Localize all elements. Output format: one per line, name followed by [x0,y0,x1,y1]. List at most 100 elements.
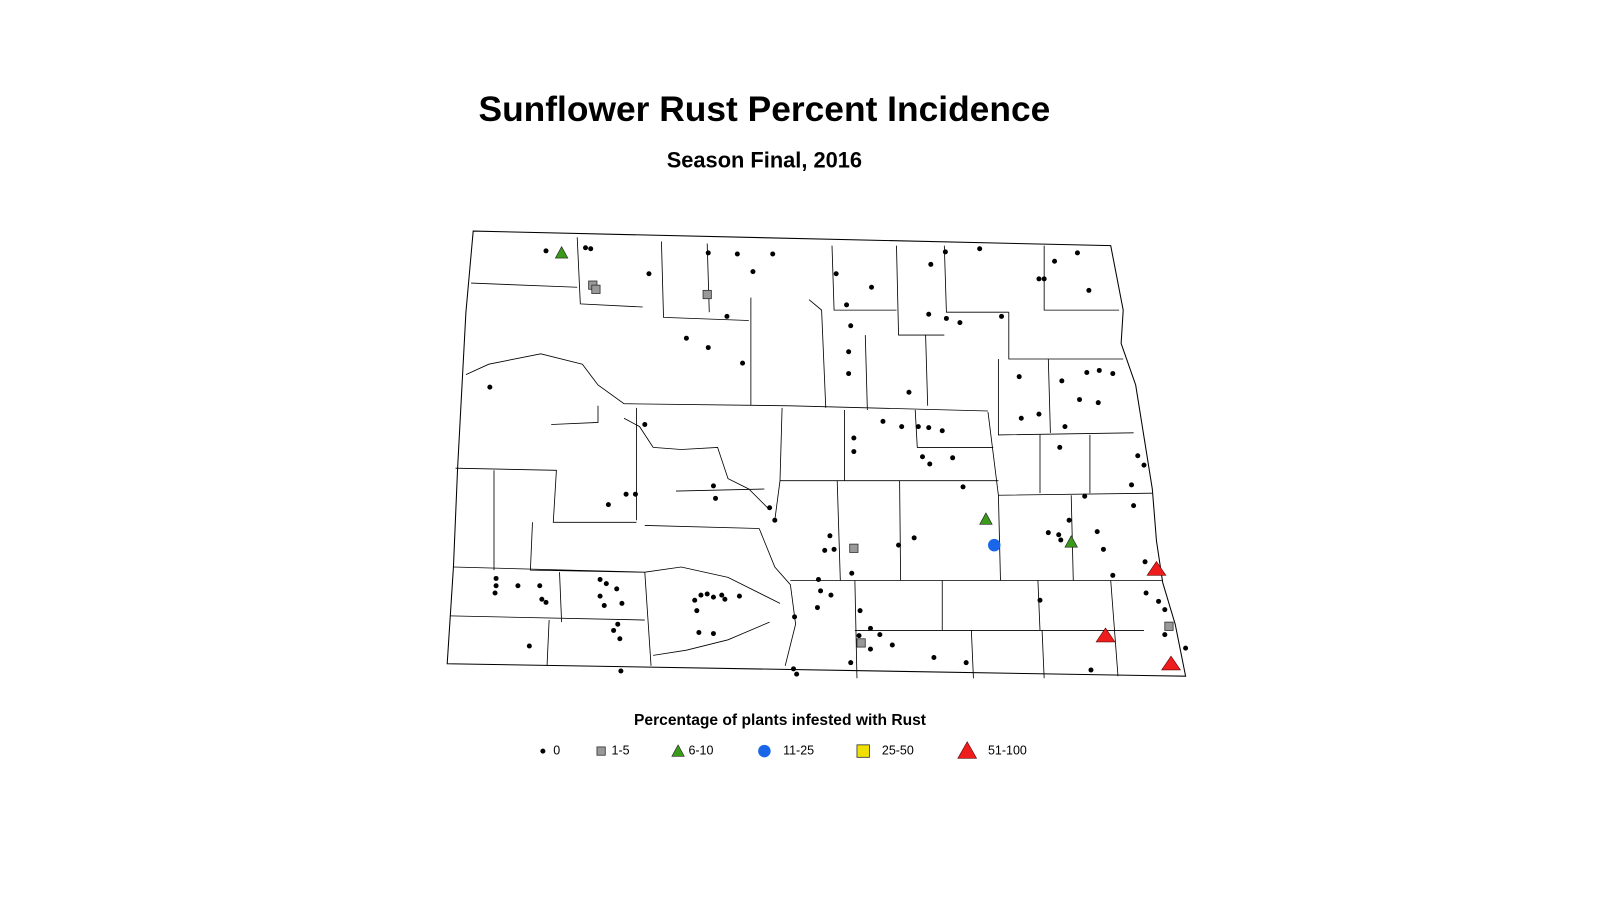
dot-symbol [822,547,828,553]
dot-symbol [851,449,857,455]
dot-symbol [614,586,620,592]
dot-symbol [698,592,704,598]
dot-symbol [919,454,925,460]
legend-item: 6-10 [671,743,714,757]
dot-symbol [683,335,689,341]
dot-symbol [950,455,956,461]
dot-symbol [792,614,798,620]
dot-symbol [696,630,702,636]
dot-symbol [856,633,862,639]
legend-label: 0 [553,743,560,757]
dot-symbol [1162,632,1168,638]
dot-symbol [492,590,498,596]
dot-symbol [896,542,902,548]
dot-symbol [1058,537,1064,543]
dot-symbol [1077,397,1083,403]
dot-symbol [724,313,730,319]
yellow-square [856,744,870,758]
dot-symbol [1018,415,1024,421]
dot-symbol [831,546,837,552]
dot-symbol [493,583,499,589]
dot-symbol [1135,453,1141,459]
dot-symbol [767,505,773,511]
dot-symbol [597,576,603,582]
red-triangle [957,741,978,759]
dot-symbol [846,371,852,377]
dot-symbol [928,261,934,267]
dot-symbol [1162,607,1168,613]
dot-symbol [927,461,933,467]
dot-symbol [603,581,609,587]
state-map [446,230,1187,679]
dot-symbol [705,345,711,351]
dot-symbol [1057,444,1063,450]
square-symbol [1164,621,1174,631]
dot-symbol [915,424,921,430]
dot-symbol [583,245,589,251]
dot-symbol [770,251,776,257]
dot-symbol [734,251,740,257]
dot-symbol [618,668,624,674]
dot-symbol [977,246,983,252]
dot-symbol [543,599,549,605]
dot-symbol [1052,258,1058,264]
legend-item: 51-100 [957,741,1027,759]
dot-symbol [740,360,746,366]
dot-symbol [704,591,710,597]
survey-points [487,245,1189,677]
dot-symbol [719,592,725,598]
dot-symbol [588,246,594,252]
dot-symbol [1084,370,1090,376]
dot-symbol [1036,411,1042,417]
dot-symbol [851,435,857,441]
dot-symbol [877,632,883,638]
map-title: Sunflower Rust Percent Incidence [479,90,1051,129]
dot-symbol [857,608,863,614]
dot-symbol [601,602,607,608]
dot-symbol [1041,276,1047,282]
dot-symbol [1037,597,1043,603]
dot-symbol [694,608,700,614]
dot-symbol [1143,590,1149,596]
dot-symbol [867,646,873,652]
square-symbol [856,638,866,648]
dot-symbol [848,660,854,666]
dot-symbol [844,302,850,308]
dot-symbol [772,517,778,523]
legend-label: 25-50 [882,743,914,757]
dot-symbol [1110,371,1116,377]
dot-symbol [818,588,824,594]
dot-symbol [889,642,895,648]
dot-symbol [833,271,839,277]
square-symbol [849,543,859,553]
dot-symbol [1045,530,1051,536]
dot-symbol [815,576,821,582]
dot-symbol [722,596,728,602]
dot-symbol [827,533,833,539]
dot-symbol [623,491,629,497]
dot-symbol [710,594,716,600]
dot-symbol [911,535,917,541]
dot-symbol [713,495,719,501]
legend-item: 0 [540,743,560,757]
dot-symbol [1096,367,1102,373]
dot-symbol [1142,559,1148,565]
dot-symbol [828,592,834,598]
dot-symbol [1086,287,1092,293]
legend-item: 25-50 [856,743,914,758]
dot-symbol [526,643,532,649]
dot-symbol [705,250,711,256]
dot-symbol [539,596,545,602]
dot-symbol [867,625,873,631]
red-triangle [1146,560,1167,576]
dot-symbol [942,249,948,255]
legend-item: 1-5 [596,743,630,757]
dot-symbol [543,248,549,254]
dot-symbol [1131,503,1137,509]
dot-symbol [791,666,797,672]
legend-label: 1-5 [612,743,630,757]
dot-symbol [750,269,756,275]
dot-symbol [1095,400,1101,406]
legend-label: 51-100 [988,743,1027,757]
